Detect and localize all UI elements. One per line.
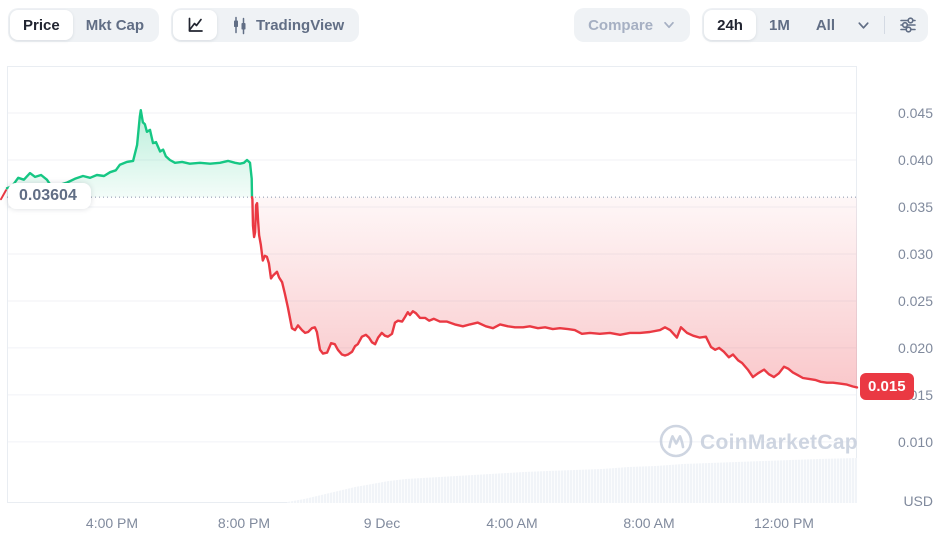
baseline-left-tick	[0, 189, 7, 201]
x-axis-tick-label: 12:00 PM	[754, 515, 814, 531]
x-axis-tick-label: 4:00 AM	[486, 515, 537, 531]
y-axis-tick-label: 0.035	[898, 199, 933, 215]
x-axis-tick-label: 8:00 PM	[218, 515, 270, 531]
x-axis-tick-label: 8:00 AM	[623, 515, 674, 531]
line-chart-icon	[188, 17, 203, 32]
line-chart-tab[interactable]	[173, 10, 218, 40]
chart-plot-area[interactable]	[7, 66, 857, 503]
chart-toolbar: Price Mkt Cap Tradi	[8, 8, 928, 42]
coinmarketcap-watermark: CoinMarketCap	[659, 424, 858, 458]
current-price-badge: 0.015	[860, 373, 914, 401]
y-axis-tick-label: 0.025	[898, 293, 933, 309]
area-fill-down	[252, 197, 857, 388]
more-ranges-button[interactable]	[848, 10, 879, 40]
tradingview-tab[interactable]: TradingView	[217, 10, 357, 40]
y-axis-unit-label: USD	[903, 493, 933, 509]
coinmarketcap-logo-icon	[668, 435, 685, 449]
volume-profile	[287, 458, 857, 503]
axis-labels: 0.045 0.040 0.035 0.030 0.025 0.020 0.015 0.010…	[86, 105, 933, 531]
y-axis-tick-label: 0.020	[898, 340, 933, 356]
x-axis-tick-label: 4:00 PM	[86, 515, 138, 531]
chevron-down-icon	[664, 21, 674, 29]
x-axis-tick-label: 9 Dec	[364, 515, 401, 531]
toolbar-left: Price Mkt Cap Tradi	[8, 8, 360, 42]
time-range-toggle: 24h 1M All	[702, 8, 928, 42]
toolbar-divider	[884, 16, 885, 34]
range-24h-button[interactable]: 24h	[704, 10, 756, 40]
compare-button[interactable]: Compare	[574, 8, 691, 42]
price-tab[interactable]: Price	[10, 10, 73, 40]
toolbar-right: Compare 24h 1M All	[574, 8, 928, 42]
volume-profile-area	[287, 458, 857, 503]
compare-label: Compare	[588, 16, 654, 34]
candlestick-icon	[234, 16, 246, 35]
y-axis-tick-label: 0.010	[898, 434, 933, 450]
settings-sliders-icon	[900, 17, 916, 33]
y-axis-tick-label: 0.045	[898, 105, 933, 121]
coinmarketcap-logo-icon	[659, 424, 693, 458]
area-fill-up	[7, 110, 252, 198]
range-all-button[interactable]: All	[803, 10, 848, 40]
price-line-down	[250, 195, 859, 389]
range-1m-button[interactable]: 1M	[756, 10, 803, 40]
chevron-down-icon	[858, 21, 869, 29]
y-axis-tick-label: 0.030	[898, 246, 933, 262]
watermark-label: CoinMarketCap	[700, 431, 858, 454]
mktcap-tab[interactable]: Mkt Cap	[73, 10, 157, 40]
chart-type-toggle: TradingView	[171, 8, 360, 42]
price-area-fills	[7, 110, 857, 388]
chart-settings-button[interactable]	[890, 10, 926, 40]
open-price-label: 0.03604	[8, 183, 91, 210]
tradingview-label: TradingView	[256, 16, 345, 34]
y-axis-tick-label: 0.040	[898, 152, 933, 168]
metric-toggle: Price Mkt Cap	[8, 8, 160, 42]
